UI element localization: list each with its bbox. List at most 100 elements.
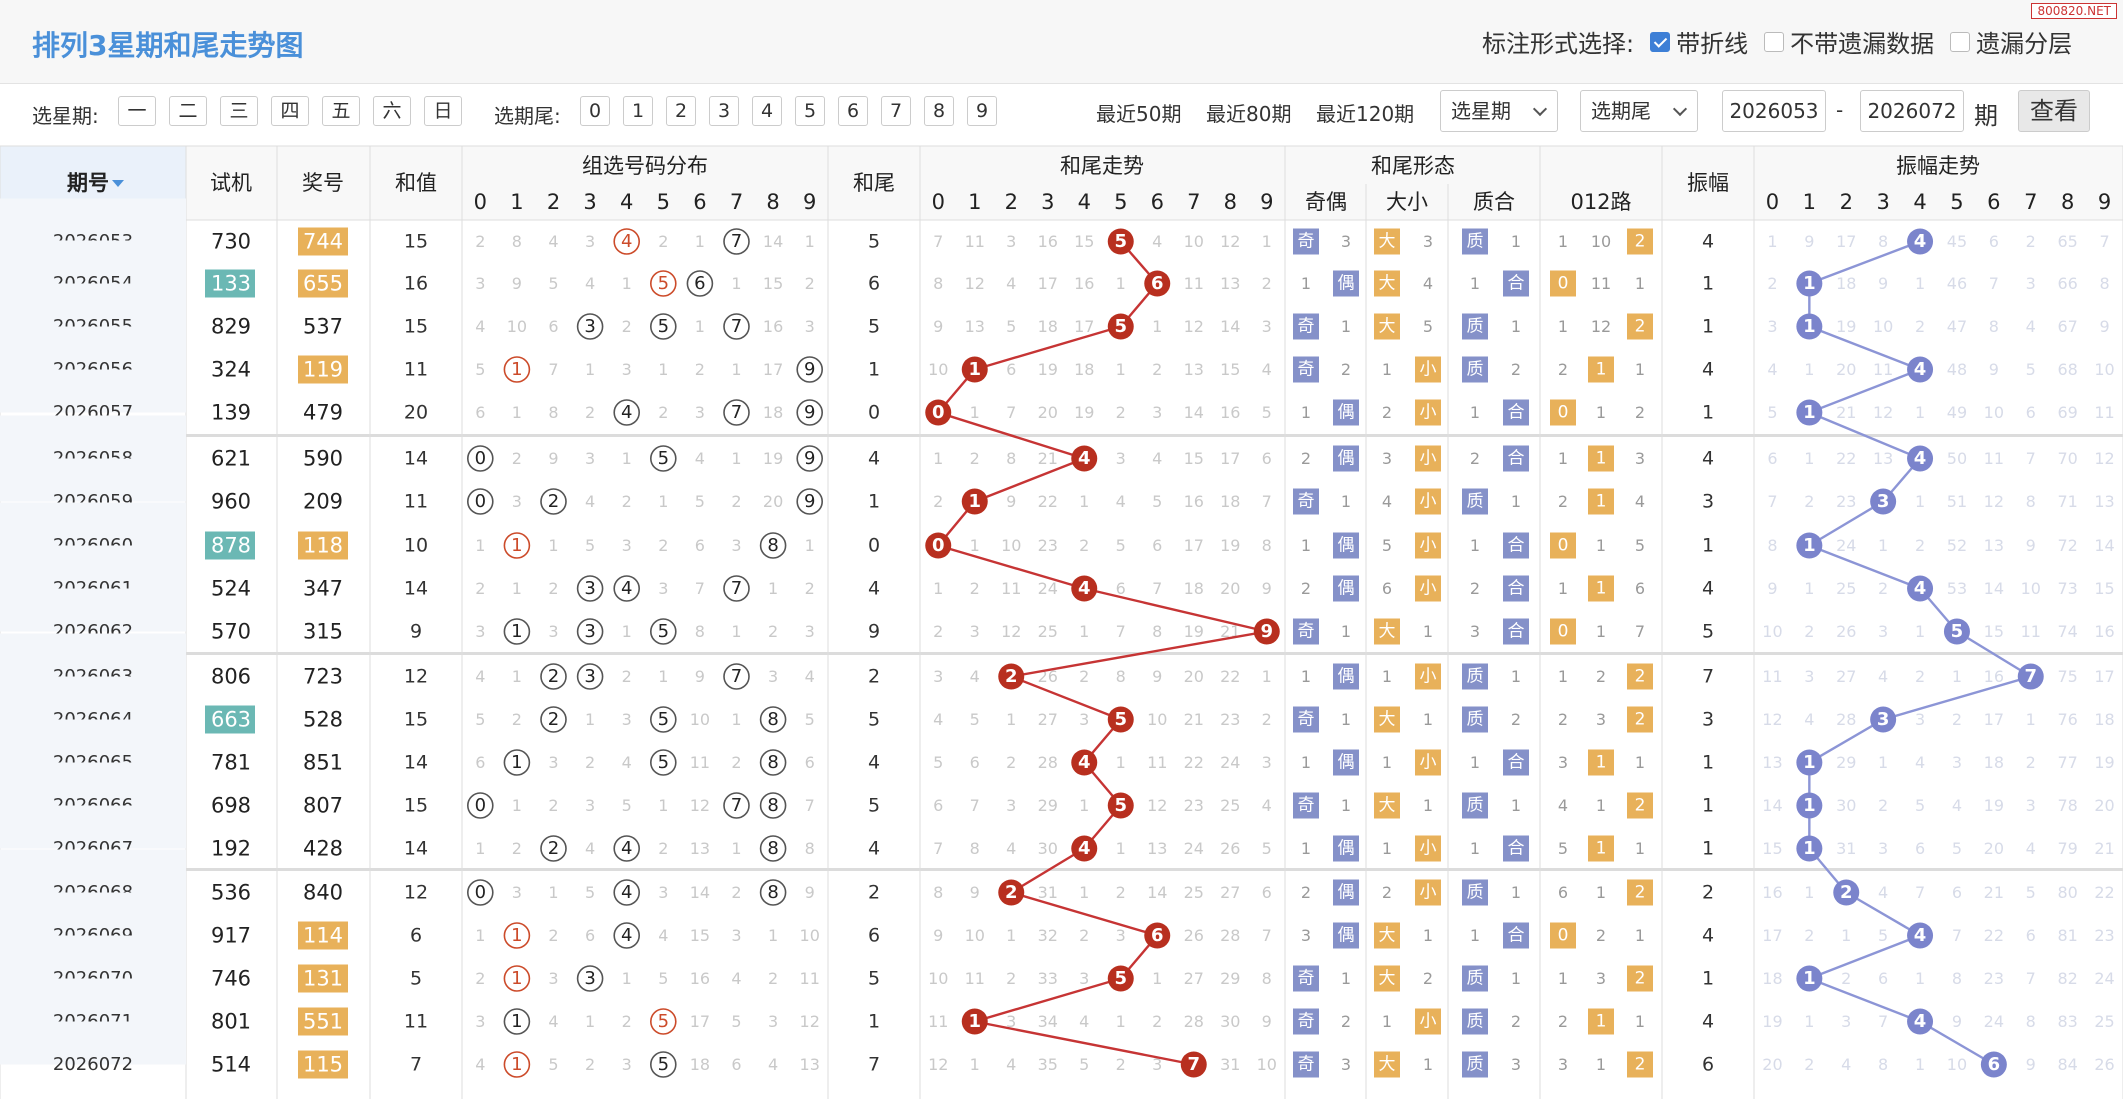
route-count: 2 xyxy=(1558,360,1568,379)
prime-count: 2 xyxy=(1470,579,1480,598)
week-select[interactable]: 选星期 xyxy=(1440,90,1558,132)
parity-count: 2 xyxy=(1341,1012,1351,1031)
tail-button[interactable]: 3 xyxy=(709,96,739,126)
weekday-button[interactable]: 四 xyxy=(271,96,309,126)
missing-count: 16 xyxy=(1762,883,1782,902)
amplitude-ball xyxy=(1870,488,1897,515)
size-badge xyxy=(1374,1051,1400,1078)
missing-count: 1 xyxy=(1952,667,1962,686)
route-count: 1 xyxy=(1635,274,1645,293)
missing-count: 67 xyxy=(2057,317,2077,336)
sum-cell: 11 xyxy=(404,491,428,513)
number-ball xyxy=(613,228,641,255)
missing-count: 14 xyxy=(1184,403,1204,422)
missing-count: 18 xyxy=(1984,753,2004,772)
missing-count: 1 xyxy=(512,796,522,815)
recent-50-link[interactable]: 最近50期 xyxy=(1096,102,1182,126)
missing-count: 1 xyxy=(548,883,558,902)
option-polyline[interactable]: 带折线 xyxy=(1650,24,1748,59)
missing-count: 1 xyxy=(658,667,668,686)
weekday-button[interactable]: 六 xyxy=(373,96,411,126)
missing-count: 3 xyxy=(1006,796,1016,815)
range-from-input[interactable]: 2026053 xyxy=(1722,90,1826,132)
amplitude-ball-label: 1 xyxy=(1803,273,1816,294)
route-count: 1 xyxy=(1596,883,1606,902)
missing-count: 4 xyxy=(1952,796,1962,815)
missing-count: 5 xyxy=(548,274,558,293)
weekday-button[interactable]: 三 xyxy=(220,96,258,126)
size-count: 1 xyxy=(1382,753,1392,772)
tail-button[interactable]: 2 xyxy=(666,96,696,126)
missing-count: 20 xyxy=(763,492,783,511)
option-missing-layer[interactable]: 遗漏分层 xyxy=(1950,24,2072,59)
missing-count: 4 xyxy=(1262,360,1272,379)
missing-count: 1 xyxy=(622,449,632,468)
recent-80-link[interactable]: 最近80期 xyxy=(1206,102,1292,126)
amplitude-ball xyxy=(1907,575,1934,602)
missing-count: 1 xyxy=(1006,926,1016,945)
weekday-button[interactable]: 一 xyxy=(118,96,156,126)
missing-count: 12 xyxy=(690,796,710,815)
tail-cell: 1 xyxy=(868,359,880,381)
tail-button[interactable]: 6 xyxy=(838,96,868,126)
number-ball-label: 3 xyxy=(584,666,595,687)
range-to-input[interactable]: 2026072 xyxy=(1860,90,1964,132)
tail-button[interactable]: 1 xyxy=(623,96,653,126)
missing-count: 2 xyxy=(731,883,741,902)
tail-ball-label: 5 xyxy=(1114,231,1127,252)
tail-button[interactable]: 5 xyxy=(795,96,825,126)
tail-button[interactable]: 0 xyxy=(580,96,610,126)
missing-count: 2 xyxy=(933,492,943,511)
tail-ball-label: 5 xyxy=(1114,316,1127,337)
tail-select[interactable]: 选期尾 xyxy=(1580,90,1698,132)
size-count: 1 xyxy=(1382,667,1392,686)
parity-badge-label: 偶 xyxy=(1338,536,1355,556)
number-ball-label: 1 xyxy=(511,1054,522,1075)
query-button[interactable]: 查看 xyxy=(2018,90,2090,132)
size-badge xyxy=(1415,835,1441,862)
missing-count: 3 xyxy=(548,622,558,641)
route-count: 6 xyxy=(1635,579,1645,598)
period-cell-bg xyxy=(0,719,186,763)
missing-count: 4 xyxy=(1262,796,1272,815)
number-ball-label: 4 xyxy=(621,838,632,859)
prime-badge xyxy=(1462,356,1488,383)
checkbox-icon[interactable] xyxy=(1950,31,1971,52)
tail-button[interactable]: 9 xyxy=(967,96,997,126)
missing-count: 10 xyxy=(800,926,820,945)
header-tail-form: 和尾形态 xyxy=(1371,154,1455,178)
checkbox-icon[interactable] xyxy=(1764,31,1785,52)
sum-cell: 10 xyxy=(404,535,428,557)
missing-count: 5 xyxy=(1915,796,1925,815)
missing-count: 1 xyxy=(695,317,705,336)
number-ball-label: 1 xyxy=(511,968,522,989)
option-no-missing[interactable]: 不带遗漏数据 xyxy=(1764,24,1934,59)
tail-cell: 1 xyxy=(868,1011,880,1033)
missing-count: 15 xyxy=(1220,360,1240,379)
number-ball-label: 4 xyxy=(621,925,632,946)
period-cell-bg xyxy=(0,633,186,677)
tail-button[interactable]: 4 xyxy=(752,96,782,126)
missing-count: 2 xyxy=(548,796,558,815)
number-ball xyxy=(759,532,787,559)
tail-button[interactable]: 8 xyxy=(924,96,954,126)
weekday-button[interactable]: 日 xyxy=(424,96,462,126)
amplitude-cell: 4 xyxy=(1702,578,1714,600)
missing-count: 17 xyxy=(1220,449,1240,468)
parity-badge xyxy=(1293,488,1319,515)
missing-count: 13 xyxy=(800,1055,820,1074)
route-badge-label: 0 xyxy=(1558,536,1569,556)
sum-cell: 6 xyxy=(410,925,422,947)
group-separator xyxy=(0,434,2123,437)
recent-120-link[interactable]: 最近120期 xyxy=(1316,102,1415,126)
missing-count: 29 xyxy=(1220,969,1240,988)
weekday-button[interactable]: 二 xyxy=(169,96,207,126)
missing-count: 6 xyxy=(1116,579,1126,598)
tail-button[interactable]: 7 xyxy=(881,96,911,126)
missing-count: 23 xyxy=(1220,710,1240,729)
missing-count: 32 xyxy=(1038,926,1058,945)
prime-badge-label: 合 xyxy=(1508,753,1525,773)
weekday-button[interactable]: 五 xyxy=(322,96,360,126)
size-badge-label: 大 xyxy=(1379,1055,1396,1075)
checkbox-icon[interactable] xyxy=(1650,31,1671,52)
